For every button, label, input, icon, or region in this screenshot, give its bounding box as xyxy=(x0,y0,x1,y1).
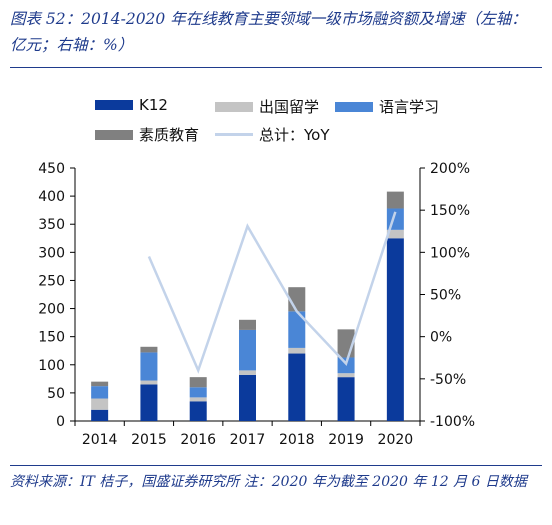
yoy-line xyxy=(147,211,397,374)
bar-segment xyxy=(140,352,158,381)
legend-item-k12: K12 xyxy=(95,96,168,114)
bar-segment xyxy=(189,387,207,398)
x-tick-label: 2016 xyxy=(180,432,216,448)
bar-segment xyxy=(288,347,306,354)
chart-legend: K12 出国留学 语言学习 素质教育 总计：YoY xyxy=(95,96,495,148)
legend-label-quality: 素质教育 xyxy=(139,126,200,144)
legend-label-abroad: 出国留学 xyxy=(259,98,320,116)
y-right-tick-label: 200% xyxy=(430,161,470,177)
legend-swatch-abroad xyxy=(215,101,253,112)
bar-segment xyxy=(239,329,256,371)
y-right-tick-label: -50% xyxy=(430,372,466,388)
legend-swatch-language xyxy=(335,101,373,112)
bar-segment xyxy=(189,401,207,421)
bar-segment xyxy=(288,311,306,348)
y-left-tick-label: 150 xyxy=(38,330,65,346)
bar-segment xyxy=(140,346,158,353)
bar-segment xyxy=(91,386,109,399)
y-left-tick-label: 200 xyxy=(38,302,65,318)
bar-segment xyxy=(386,238,404,421)
bar-segment xyxy=(91,398,109,410)
legend-item-language: 语言学习 xyxy=(335,96,439,117)
title-rule xyxy=(10,67,542,68)
x-tick-label: 2018 xyxy=(279,432,315,448)
bar-segment xyxy=(386,191,404,209)
bar-segment xyxy=(140,380,158,385)
x-tick-label: 2017 xyxy=(230,432,266,448)
bar-segment xyxy=(239,374,256,421)
legend-swatch-k12 xyxy=(95,100,133,110)
x-tick-label: 2014 xyxy=(82,432,118,448)
legend-label-k12: K12 xyxy=(139,96,168,114)
y-left-tick-label: 350 xyxy=(38,217,65,233)
bar-segment xyxy=(239,370,256,375)
source-rule xyxy=(10,465,542,466)
y-left-tick-label: 250 xyxy=(38,273,65,289)
bar-segment xyxy=(337,373,355,378)
y-right-tick-label: 50% xyxy=(430,288,461,304)
bar-segment xyxy=(140,384,158,421)
x-tick-label: 2020 xyxy=(378,432,414,448)
bar-segment xyxy=(239,319,256,330)
legend-swatch-yoy xyxy=(215,133,253,136)
legend-label-language: 语言学习 xyxy=(379,98,440,116)
legend-item-quality: 素质教育 xyxy=(95,124,199,145)
y-left-tick-label: 450 xyxy=(38,161,65,177)
y-left-tick-label: 400 xyxy=(38,189,65,205)
legend-item-yoy: 总计：YoY xyxy=(215,124,330,145)
y-right-tick-label: 0% xyxy=(430,330,452,346)
x-tick-label: 2019 xyxy=(328,432,364,448)
legend-swatch-quality xyxy=(95,129,133,140)
y-left-tick-label: 0 xyxy=(56,414,65,430)
bar-segment xyxy=(91,409,109,421)
bar-segment xyxy=(91,381,109,387)
legend-label-yoy: 总计：YoY xyxy=(259,126,330,144)
chart-source: 资料来源：IT 桔子，国盛证券研究所 注：2020 年为截至 2020 年 12… xyxy=(10,474,527,490)
bar-segment xyxy=(337,377,355,421)
x-tick-label: 2015 xyxy=(131,432,167,448)
bar-segment xyxy=(386,229,404,239)
y-right-tick-label: 100% xyxy=(430,245,470,261)
chart-title: 图表 52：2014-2020 年在线教育主要领域一级市场融资额及增速（左轴：亿… xyxy=(10,10,527,54)
y-right-tick-label: -100% xyxy=(430,414,475,430)
y-left-tick-label: 300 xyxy=(38,245,65,261)
bar-segment xyxy=(189,397,207,402)
y-right-tick-label: 150% xyxy=(430,203,470,219)
y-left-tick-label: 100 xyxy=(38,358,65,374)
legend-item-abroad: 出国留学 xyxy=(215,96,319,117)
bar-segment xyxy=(288,353,306,421)
y-left-tick-label: 50 xyxy=(47,386,65,402)
bar-segment xyxy=(189,377,207,388)
